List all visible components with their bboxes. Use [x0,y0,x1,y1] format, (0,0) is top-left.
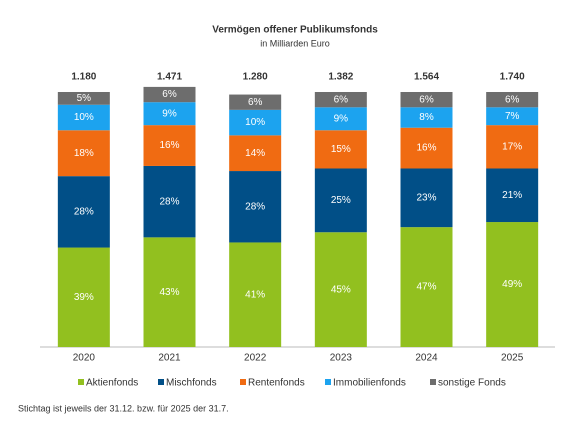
bar-segment [486,222,539,347]
bar-segment [143,165,196,238]
data-label: 6% [334,94,349,105]
bar-segment [486,92,539,108]
legend-marker [78,379,84,385]
total-label: 1.280 [243,72,268,83]
data-label: 25% [331,195,351,206]
bar-segment [143,237,196,347]
total-label: 1.564 [414,72,439,83]
data-label: 9% [162,108,177,119]
data-label: 6% [162,89,177,100]
legend-label: Immobilienfonds [333,378,406,389]
data-label: 10% [245,117,265,128]
data-label: 7% [505,111,520,122]
bar-segment [143,125,196,166]
x-tick-label: 2025 [501,353,524,364]
bar-segment [229,109,282,136]
bar-segment [314,232,367,347]
data-label: 45% [331,284,351,295]
bar-segment [400,127,453,169]
data-label: 10% [74,112,94,123]
total-label: 1.180 [71,72,96,83]
data-label: 23% [416,192,436,203]
bar-segment [486,107,539,126]
data-label: 8% [419,112,434,123]
data-label: 41% [245,289,265,300]
bar-segment [57,92,110,105]
data-label: 9% [334,113,349,124]
data-label: 43% [159,287,179,298]
data-label: 15% [331,144,351,155]
total-label: 1.740 [500,72,525,83]
bar-segment [400,92,453,108]
legend-marker [158,379,164,385]
legend-label: Mischfonds [166,378,217,389]
x-tick-label: 2024 [415,353,438,364]
data-label: 16% [159,140,179,151]
footnote: Stichtag ist jeweils der 31.12. bzw. für… [18,403,229,413]
bar-segment [143,102,196,126]
bar-segment [229,171,282,243]
x-tick-label: 2022 [244,353,267,364]
data-label: 49% [502,279,522,290]
bar-segment [314,130,367,169]
data-label: 6% [419,94,434,105]
legend-marker [240,379,246,385]
bar-segment [486,168,539,223]
data-label: 28% [159,196,179,207]
bar-segment [314,92,367,108]
bar-segment [314,107,367,131]
chart-title: Vermögen offener Publikumsfonds [212,25,378,36]
bar-segment [400,227,453,347]
bar-segment [486,125,539,169]
data-label: 5% [77,93,92,104]
bar-segment [400,168,453,228]
data-label: 28% [245,201,265,212]
legend-label: sonstige Fonds [438,378,506,389]
data-label: 6% [248,97,263,108]
x-tick-label: 2020 [73,353,96,364]
data-label: 16% [416,143,436,154]
legend-label: Rentenfonds [248,378,305,389]
legend-label: Aktienfonds [86,378,138,389]
data-label: 6% [505,94,520,105]
data-label: 14% [245,148,265,159]
chart-subtitle: in Milliarden Euro [260,38,330,48]
data-label: 39% [74,292,94,303]
data-label: 28% [74,206,94,217]
legend-marker [430,379,436,385]
bar-segment [229,135,282,172]
bar-segment [57,247,110,347]
bar-segment [143,86,196,103]
bar-segment [314,168,367,233]
x-tick-label: 2021 [158,353,181,364]
bar-segment [400,107,453,128]
data-label: 17% [502,141,522,152]
data-label: 18% [74,148,94,159]
bar-segment [57,130,110,177]
bar-segment [229,242,282,347]
bar-segment [57,104,110,131]
bar-segment [57,176,110,248]
data-label: 21% [502,190,522,201]
bar-segment [229,94,282,110]
x-tick-label: 2023 [330,353,353,364]
legend-marker [325,379,331,385]
total-label: 1.471 [157,72,182,83]
data-label: 47% [416,282,436,293]
total-label: 1.382 [328,72,353,83]
